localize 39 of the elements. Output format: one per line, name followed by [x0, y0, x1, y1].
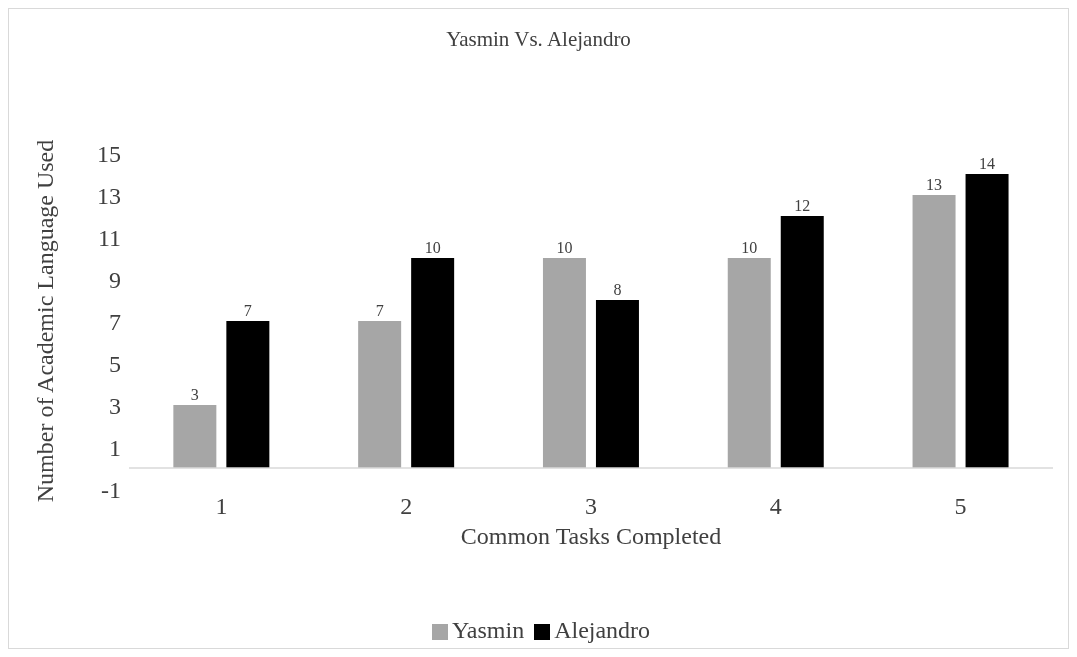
legend-label: Alejandro [554, 617, 651, 643]
x-tick-label: 5 [954, 493, 967, 520]
x-tick-label: 3 [585, 493, 597, 520]
data-label: 10 [424, 239, 441, 256]
bar [965, 174, 1009, 468]
data-label: 13 [926, 176, 943, 193]
bar [542, 258, 586, 468]
x-tick-label: 2 [400, 493, 413, 520]
y-tick-label: 7 [109, 308, 121, 335]
y-tick-label: 13 [97, 182, 121, 209]
data-label: 10 [556, 239, 573, 256]
bar [173, 405, 217, 468]
bar [411, 258, 455, 468]
x-tick-label: 1 [215, 493, 228, 520]
y-tick-label: 15 [97, 140, 121, 167]
x-axis-title: Common Tasks Completed [460, 523, 722, 550]
bar [226, 321, 270, 468]
bar [912, 195, 956, 468]
data-label: 12 [794, 197, 811, 214]
y-tick-label: -1 [101, 476, 121, 503]
y-tick-label: 3 [109, 392, 121, 419]
y-tick-label: 5 [109, 350, 121, 377]
data-label: 3 [190, 386, 199, 403]
data-label: 7 [375, 302, 384, 319]
y-tick-label: 9 [109, 266, 121, 293]
chart-title: Yasmin Vs. Alejandro [445, 27, 632, 52]
bar [780, 216, 824, 468]
data-label: 14 [979, 155, 996, 172]
y-axis-title: Number of Academic Language Used [31, 139, 58, 503]
bar [595, 300, 639, 468]
legend-label: Yasmin [451, 617, 525, 643]
data-label: 8 [613, 281, 622, 298]
x-tick-label: 4 [769, 493, 782, 520]
y-tick-label: 11 [97, 224, 121, 251]
bar [727, 258, 771, 468]
y-tick-label: 1 [109, 434, 121, 461]
data-label: 10 [741, 239, 758, 256]
data-label: 7 [243, 302, 252, 319]
bar [358, 321, 402, 468]
